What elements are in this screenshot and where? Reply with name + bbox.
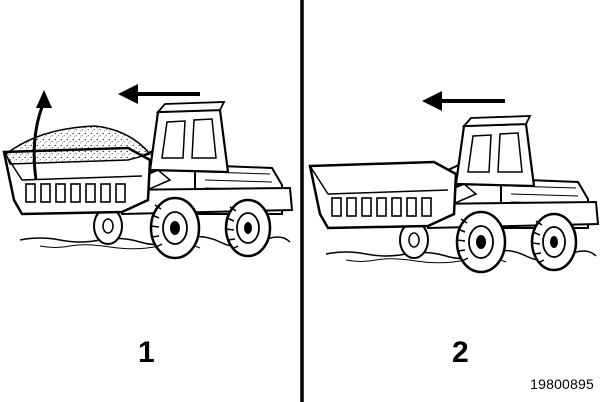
figure-reference-id: 19800895 — [530, 376, 594, 392]
panel-2-number: 2 — [452, 336, 469, 369]
panel-2 — [308, 91, 600, 274]
panel-1 — [2, 84, 294, 260]
travel-direction-arrow — [118, 84, 200, 104]
travel-direction-arrow — [422, 91, 505, 111]
bucket-load — [5, 125, 152, 165]
panel-1-number: 1 — [138, 336, 155, 369]
bucket-curl-arrow — [32, 90, 52, 181]
